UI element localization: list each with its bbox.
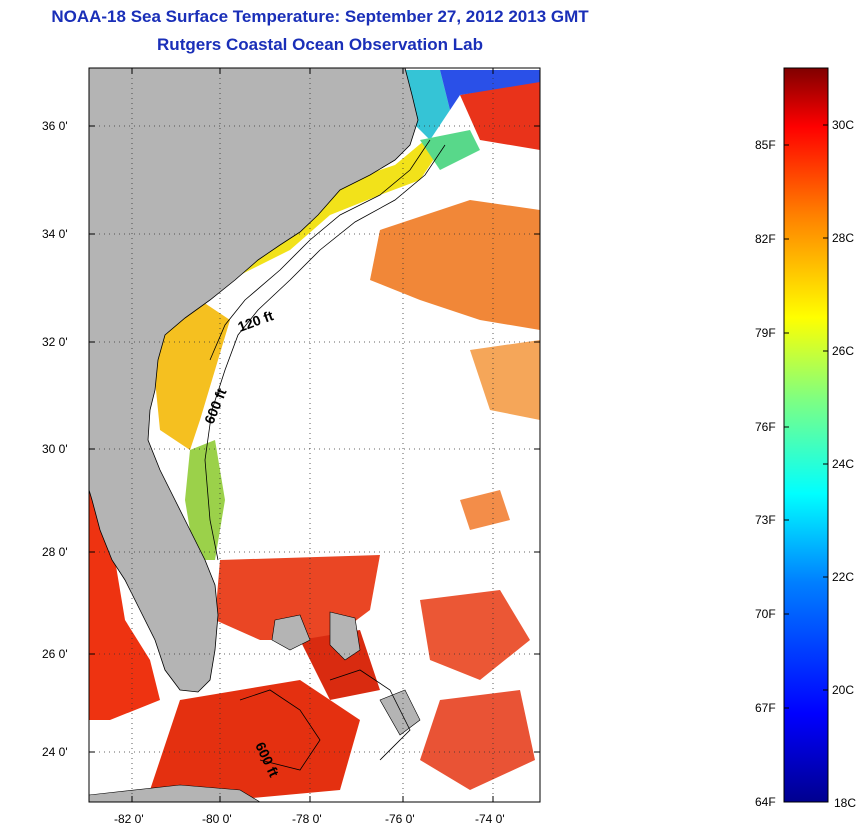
title-line-2: Rutgers Coastal Ocean Observation Lab [157, 35, 483, 54]
colorbar-celsius-label: 24C [832, 457, 855, 471]
colorbar-celsius-label: 28C [832, 231, 855, 245]
lon-label: -78 0' [292, 812, 322, 826]
lat-label: 34 0' [42, 227, 68, 241]
lon-label: -82 0' [114, 812, 144, 826]
lon-label: -80 0' [202, 812, 232, 826]
colorbar-fahrenheit-label: 64F [755, 795, 776, 809]
colorbar-celsius-label: 22C [832, 570, 855, 584]
lat-label: 24 0' [42, 745, 68, 759]
colorbar-celsius-label: 18C [834, 796, 857, 810]
colorbar-fahrenheit-label: 82F [755, 232, 776, 246]
lon-label: -74 0' [475, 812, 505, 826]
colorbar-fahrenheit-label: 76F [755, 420, 776, 434]
colorbar-fahrenheit-label: 85F [755, 138, 776, 152]
map-frame [88, 67, 541, 803]
isobath-contours [204, 139, 446, 771]
lat-label: 26 0' [42, 647, 68, 661]
title-line-1: NOAA-18 Sea Surface Temperature: Septemb… [51, 7, 589, 26]
graticule [89, 68, 540, 802]
colorbar-fahrenheit-label: 79F [755, 326, 776, 340]
colorbar-celsius-label: 26C [832, 344, 855, 358]
colorbar-celsius-label: 30C [832, 118, 855, 132]
lon-label: -76 0' [385, 812, 415, 826]
lat-label: 28 0' [42, 545, 68, 559]
colorbar-ticks [784, 124, 828, 709]
colorbar-fahrenheit-label: 73F [755, 513, 776, 527]
land-mass [89, 68, 419, 693]
axis-ticks [89, 68, 540, 802]
colorbar-fahrenheit-label: 67F [755, 701, 776, 715]
temperature-colorbar [783, 67, 829, 803]
sst-warm-water [89, 80, 540, 800]
lat-label: 30 0' [42, 442, 68, 456]
sst-shelf-water [155, 70, 540, 560]
colorbar-celsius-label: 20C [832, 683, 855, 697]
colorbar-fahrenheit-label: 70F [755, 607, 776, 621]
lat-label: 32 0' [42, 335, 68, 349]
lat-label: 36 0' [42, 119, 68, 133]
